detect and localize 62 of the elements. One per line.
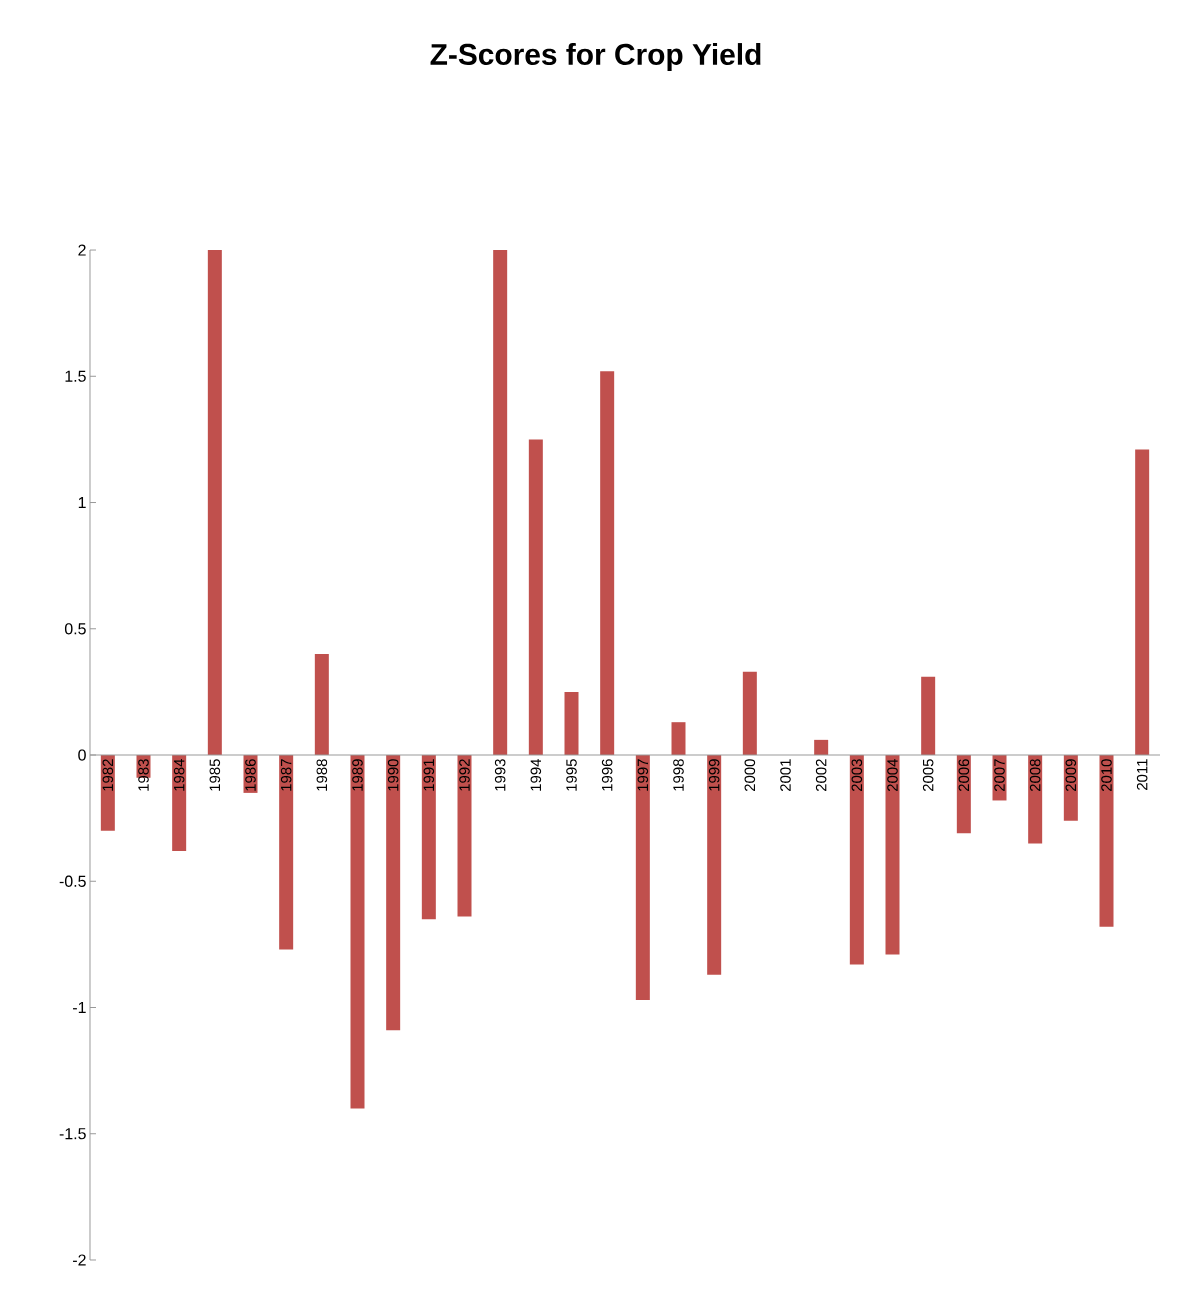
x-tick-label: 2009 [1065,759,1077,792]
x-tick-label: 1995 [566,759,577,791]
x-tick-label: 1999 [708,759,720,791]
x-tick-label: 1989 [352,759,363,791]
x-tick-label: 1991 [423,759,435,791]
bar [921,676,936,756]
bar [671,722,686,756]
y-tick-label: 2 [78,244,86,256]
bar [814,739,829,756]
x-tick-label: 1982 [102,759,114,791]
x-tick-label: 1994 [530,758,542,791]
x-tick-label: 1997 [637,759,649,791]
y-tick-label: 1.5 [65,370,86,382]
chart-title: Z-Scores for Crop Yield [430,43,761,71]
bar [600,371,615,756]
x-tick-label: 1988 [316,759,328,791]
y-tick-label: -2 [73,1254,86,1266]
x-tick-label: 1984 [173,758,185,791]
x-tick-label: 2006 [958,759,970,792]
x-tick-label: 1998 [673,759,684,791]
x-tick-label: 1992 [459,759,470,791]
bar [1099,755,1114,927]
bar [279,755,294,950]
bar [528,439,543,756]
x-tick-label: 1985 [209,759,221,791]
x-tick-label: 1993 [494,759,506,791]
x-tick-label: 2000 [744,759,756,792]
x-tick-label: 2011 [1136,759,1148,790]
x-tick-label: 2003 [851,759,863,792]
bar [421,755,436,920]
bar [350,755,365,1109]
x-tick-label: 2001 [780,759,791,792]
y-tick-label: 0 [78,749,86,761]
x-tick-label: 1996 [601,759,613,791]
bar [457,755,472,917]
bar [386,755,401,1031]
x-tick-label: 2005 [922,759,934,792]
bar [885,755,900,955]
y-tick-label: -0.5 [59,875,86,887]
x-tick-label: 1986 [245,759,256,791]
x-tick-label: 2007 [994,759,1005,792]
bar [707,755,722,975]
bar [314,654,329,756]
y-tick-label: 1 [78,497,86,509]
y-tick-label: -1.5 [59,1128,86,1140]
x-tick-label: 2008 [1029,759,1041,792]
bar [172,755,187,851]
bar [635,755,650,1000]
bar [849,755,864,965]
x-tick-label: 1983 [138,759,149,791]
x-tick-label: 2004 [887,758,898,792]
bar [207,250,222,756]
x-tick-label: 2010 [1101,759,1112,792]
y-tick-label: -1 [73,1002,86,1013]
bar [1135,449,1150,756]
x-tick-label: 1990 [387,759,399,791]
bar [493,250,508,756]
bar [742,671,757,756]
x-tick-label: 2002 [815,759,827,792]
x-tick-label: 1987 [280,759,292,791]
bar [564,691,579,756]
y-tick-label: 0.5 [64,623,86,635]
